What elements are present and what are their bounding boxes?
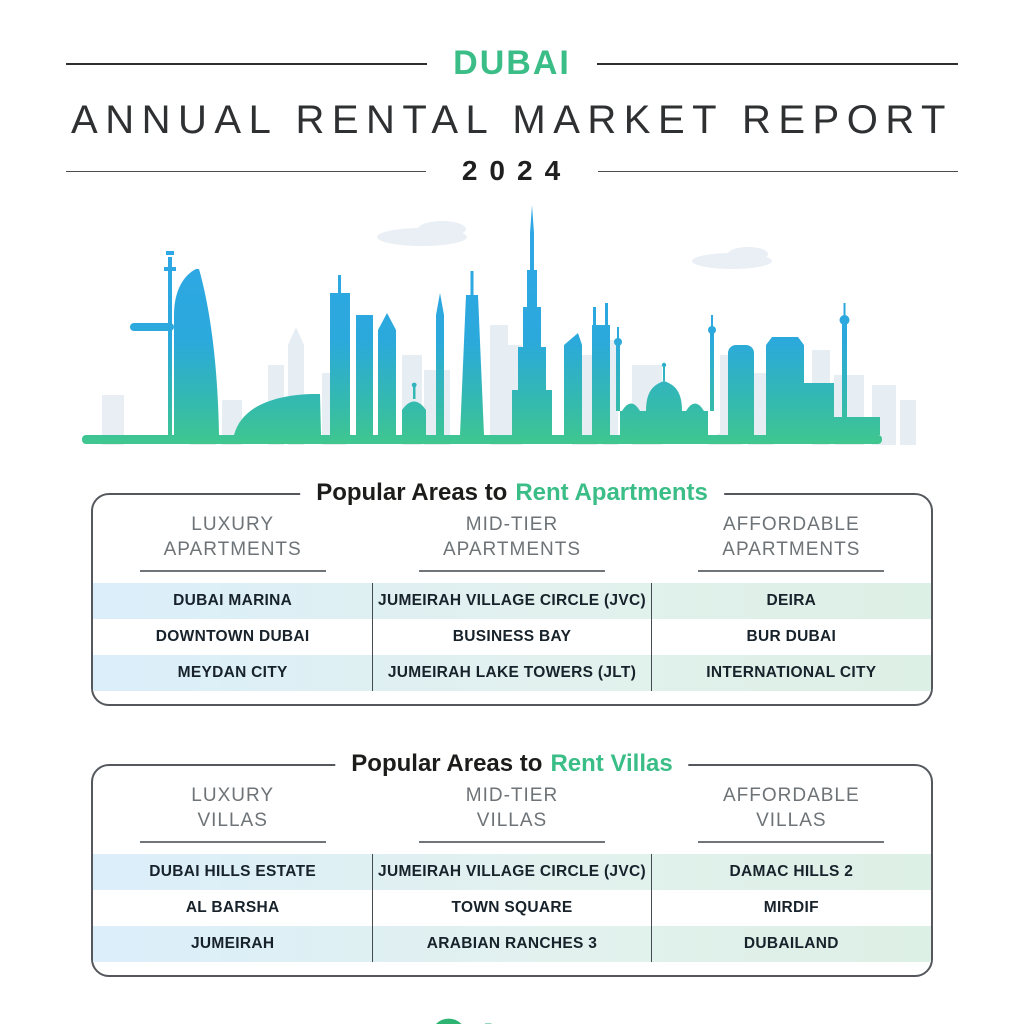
apartments-section: Popular Areas to Rent Apartments LUXURY …	[91, 476, 933, 707]
apartments-table-box: LUXURY APARTMENTS MID-TIER APARTMENTS AF…	[91, 493, 933, 707]
villas-rows: DUBAI HILLS ESTATE JUMEIRAH VILLAGE CIRC…	[93, 854, 931, 963]
ground-strip	[82, 435, 882, 444]
table-row: DOWNTOWN DUBAI BUSINESS BAY BUR DUBAI	[93, 619, 931, 656]
header-underline	[698, 841, 885, 844]
column-header-luxury-apartments: LUXURY APARTMENTS	[93, 512, 372, 573]
area-cell: BUR DUBAI	[746, 628, 837, 646]
cloud-icon	[377, 221, 772, 269]
column-header-line1: MID-TIER	[465, 514, 559, 535]
left-rule	[66, 170, 426, 172]
column-header-line1: AFFORDABLE	[722, 514, 860, 535]
apartments-column-headers: LUXURY APARTMENTS MID-TIER APARTMENTS AF…	[93, 512, 931, 573]
table-title-highlight: Rent Apartments	[515, 479, 708, 506]
column-header-affordable-apartments: AFFORDABLE APARTMENTS	[652, 512, 931, 573]
table-title-highlight: Rent Villas	[550, 750, 673, 778]
location-rule-row: DUBAI	[66, 44, 959, 83]
area-cell: AL BARSHA	[185, 899, 280, 917]
skyline-svg	[82, 205, 916, 445]
column-header-midtier-apartments: MID-TIER APARTMENTS	[372, 512, 651, 573]
dubai-skyline-illustration	[72, 195, 952, 453]
area-cell: DEIRA	[766, 592, 817, 610]
bayut-magnifier-house-icon	[417, 1013, 473, 1024]
villas-column-headers: LUXURY VILLAS MID-TIER VILLAS AFFORDABLE…	[93, 783, 931, 844]
table-title-prefix: Popular Areas to	[351, 750, 543, 778]
area-cell: DAMAC HILLS 2	[729, 863, 854, 881]
slant-cap-tower	[564, 333, 582, 435]
column-header-line1: AFFORDABLE	[722, 785, 860, 807]
tower-cluster-left	[330, 275, 444, 435]
column-header-line1: LUXURY	[191, 785, 275, 807]
twin-prong-tower	[592, 303, 610, 435]
area-cell: TOWN SQUARE	[372, 890, 652, 927]
header-underline	[139, 570, 326, 573]
column-header-line2: VILLAS	[197, 810, 268, 832]
report-location: DUBAI	[453, 44, 571, 82]
villas-section: Popular Areas to Rent Villas LUXURY VILL…	[91, 747, 933, 978]
column-header-line1: MID-TIER	[465, 785, 559, 807]
area-cell: JUMEIRAH VILLAGE CIRCLE (JVC)	[372, 583, 652, 620]
header-underline	[418, 570, 605, 573]
column-header-luxury-villas: LUXURY VILLAS	[93, 783, 372, 844]
area-cell: JUMEIRAH VILLAGE CIRCLE (JVC)	[372, 854, 652, 891]
column-header-line1: LUXURY	[191, 514, 275, 535]
rounded-cap-tower	[728, 345, 754, 435]
column-header-line2: VILLAS	[476, 810, 548, 832]
table-row: AL BARSHA TOWN SQUARE MIRDIF	[93, 890, 931, 927]
area-cell: ARABIAN RANCHES 3	[372, 926, 652, 963]
column-header-line2: APARTMENTS	[442, 539, 582, 561]
villas-table-title: Popular Areas to Rent Villas	[335, 747, 689, 781]
table-row: DUBAI MARINA JUMEIRAH VILLAGE CIRCLE (JV…	[93, 583, 931, 620]
foreground-skyline	[82, 205, 882, 444]
column-header-midtier-villas: MID-TIER VILLAS	[372, 783, 651, 844]
mosque	[614, 315, 716, 435]
left-rule	[66, 62, 428, 65]
column-header-affordable-villas: AFFORDABLE VILLAS	[652, 783, 931, 844]
report-title: ANNUAL RENTAL MARKET REPORT	[71, 98, 953, 142]
villas-table-box: LUXURY VILLAS MID-TIER VILLAS AFFORDABLE…	[91, 764, 933, 978]
table-row: JUMEIRAH ARABIAN RANCHES 3 DUBAILAND	[93, 926, 931, 963]
cayan-tower	[460, 271, 484, 435]
header-underline	[698, 570, 885, 573]
table-row: DUBAI HILLS ESTATE JUMEIRAH VILLAGE CIRC…	[93, 854, 931, 891]
bayut-logo-text: bayut	[482, 1014, 607, 1024]
right-rule	[598, 170, 959, 172]
area-cell: JUMEIRAH	[190, 935, 275, 953]
area-cell: DUBAI MARINA	[173, 592, 293, 610]
area-cell: DOWNTOWN DUBAI	[155, 628, 310, 646]
header-underline	[139, 841, 326, 844]
column-header-line2: APARTMENTS	[163, 539, 302, 561]
area-cell: MIRDIF	[763, 899, 819, 917]
year-rule-row: 2024	[66, 155, 959, 187]
apartments-rows: DUBAI MARINA JUMEIRAH VILLAGE CIRCLE (JV…	[93, 583, 931, 692]
area-cell: DUBAI HILLS ESTATE	[149, 863, 317, 881]
right-rule	[596, 62, 959, 65]
header-underline	[418, 841, 605, 844]
footer-brand: bayut	[0, 1013, 1024, 1024]
column-header-line2: VILLAS	[756, 810, 827, 832]
area-cell: DUBAILAND	[743, 935, 839, 953]
right-buildings	[766, 303, 880, 435]
report-header: DUBAI ANNUAL RENTAL MARKET REPORT 2024	[66, 0, 959, 187]
table-title-prefix: Popular Areas to	[316, 479, 508, 506]
column-header-line2: APARTMENTS	[722, 539, 861, 561]
area-cell: JUMEIRAH LAKE TOWERS (JLT)	[372, 655, 652, 692]
area-cell: INTERNATIONAL CITY	[706, 664, 877, 682]
area-cell: BUSINESS BAY	[372, 619, 652, 656]
burj-khalifa	[512, 205, 552, 435]
report-year: 2024	[461, 155, 573, 186]
burj-al-arab	[130, 251, 219, 435]
area-cell: MEYDAN CITY	[177, 664, 288, 682]
apartments-table-title: Popular Areas to Rent Apartments	[300, 476, 724, 509]
hull-building	[234, 394, 321, 435]
table-row: MEYDAN CITY JUMEIRAH LAKE TOWERS (JLT) I…	[93, 655, 931, 692]
